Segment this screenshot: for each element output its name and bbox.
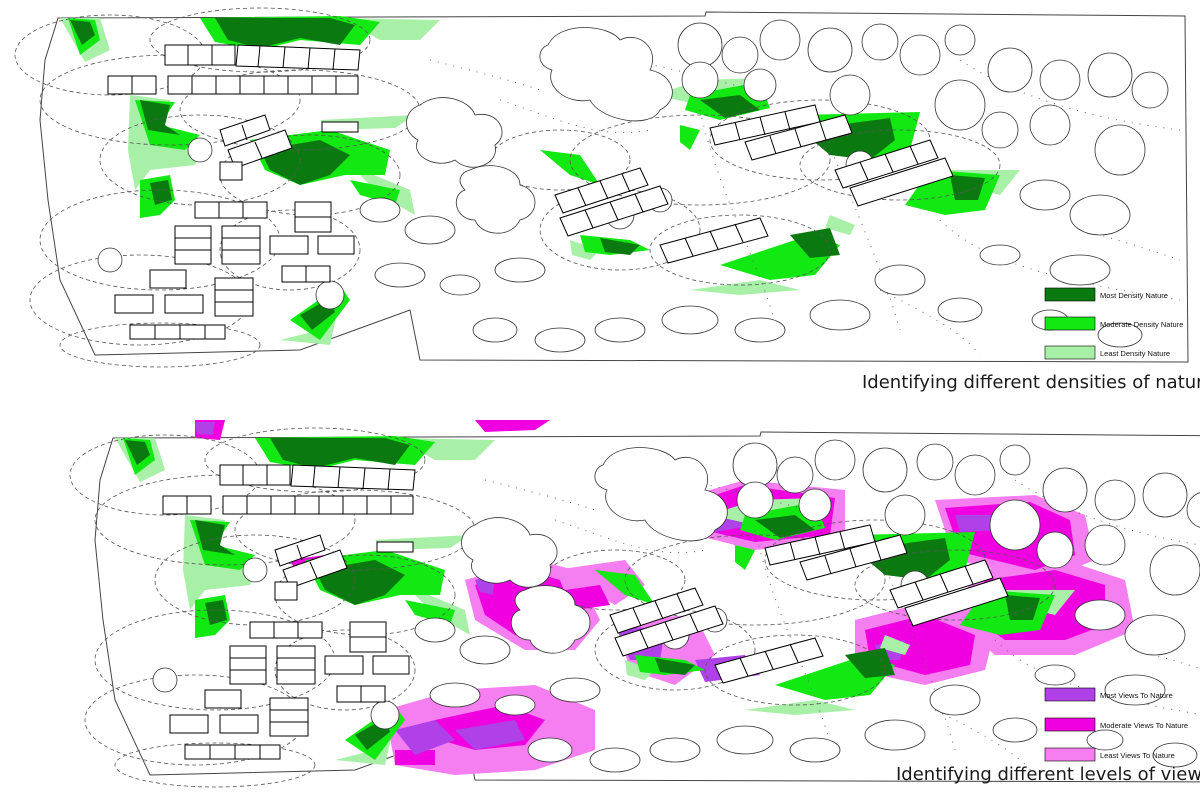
legend-label: Least Density Nature — [1100, 349, 1170, 358]
legend-item-most-views: Most Views To Nature — [1044, 687, 1173, 702]
density-legend: Most Density Nature Moderate Density Nat… — [1044, 287, 1183, 360]
legend-swatch — [1044, 345, 1096, 360]
views-map-panel — [69, 420, 1200, 788]
views-legend: Most Views To Nature Moderate Views To N… — [1044, 687, 1188, 762]
legend-item-least-density: Least Density Nature — [1044, 345, 1170, 360]
views-map-caption: Identifying different levels of views — [896, 764, 1200, 785]
legend-label: Moderate Views To Nature — [1100, 721, 1188, 730]
legend-item-most-density: Most Density Nature — [1044, 287, 1168, 302]
legend-swatch — [1044, 747, 1096, 762]
legend-label: Most Density Nature — [1100, 291, 1168, 300]
legend-swatch — [1044, 717, 1096, 732]
legend-label: Most Views To Nature — [1100, 691, 1173, 700]
legend-swatch — [1044, 287, 1096, 302]
density-map-panel: Most Density Nature Moderate Density Nat… — [14, 7, 1189, 368]
legend-label: Moderate Density Nature — [1100, 320, 1183, 329]
legend-swatch — [1044, 687, 1096, 702]
legend-label: Least Views To Nature — [1100, 751, 1175, 760]
legend-item-least-views: Least Views To Nature — [1044, 747, 1175, 762]
density-map-caption: Identifying different densities of natur… — [862, 372, 1200, 393]
legend-item-moderate-density: Moderate Density Nature — [1044, 316, 1183, 331]
dotted-paths — [429, 59, 1181, 356]
legend-item-moderate-views: Moderate Views To Nature — [1044, 717, 1188, 732]
legend-swatch — [1044, 316, 1096, 331]
